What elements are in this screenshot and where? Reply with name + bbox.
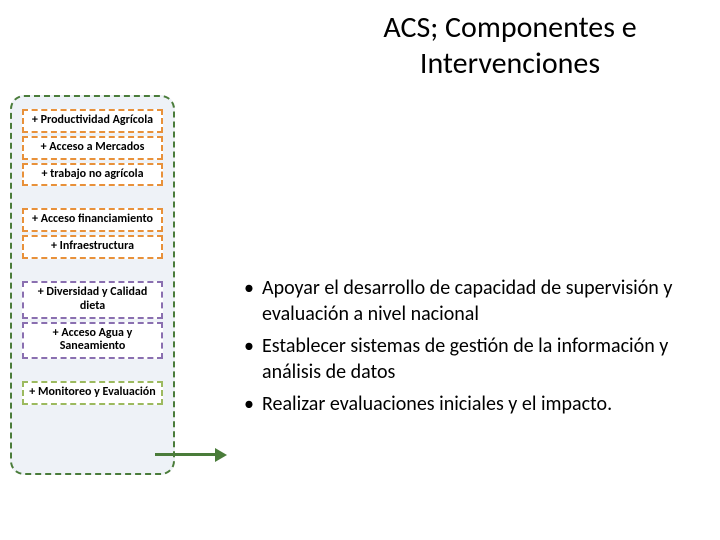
bullet-item: Realizar evaluaciones iniciales y el imp… [240,391,690,417]
item-diversidad-dieta: + Diversidad y Calidad dieta [22,281,163,319]
bullet-item: Apoyar el desarrollo de capacidad de sup… [240,275,690,327]
item-acceso-agua: + Acceso Agua y Saneamiento [22,322,163,360]
item-trabajo-no-agricola: + trabajo no agrícola [22,163,163,187]
group-monitoreo: + Monitoreo y Evaluación [22,381,163,405]
page-title: ACS; Componentes e Intervenciones [320,10,700,82]
arrow-line [155,453,217,456]
item-productividad-agricola: + Productividad Agrícola [22,109,163,133]
group-productivity: + Productividad Agrícola + Acceso a Merc… [22,109,163,186]
item-acceso-financiamiento: + Acceso financiamiento [22,208,163,232]
item-monitoreo-evaluacion: + Monitoreo y Evaluación [22,381,163,405]
spacer [22,365,163,375]
components-sidebar: + Productividad Agrícola + Acceso a Merc… [10,95,175,475]
arrow-head-icon [215,448,227,462]
item-infraestructura: + Infraestructura [22,235,163,259]
bullet-item: Establecer sistemas de gestión de la inf… [240,333,690,385]
group-dieta: + Diversidad y Calidad dieta + Acceso Ag… [22,281,163,359]
item-acceso-mercados: + Acceso a Mercados [22,136,163,160]
spacer [22,265,163,275]
interventions-list: Apoyar el desarrollo de capacidad de sup… [240,275,690,423]
group-financiamiento: + Acceso financiamiento + Infraestructur… [22,208,163,259]
connector-arrow [155,448,230,462]
spacer [22,192,163,202]
